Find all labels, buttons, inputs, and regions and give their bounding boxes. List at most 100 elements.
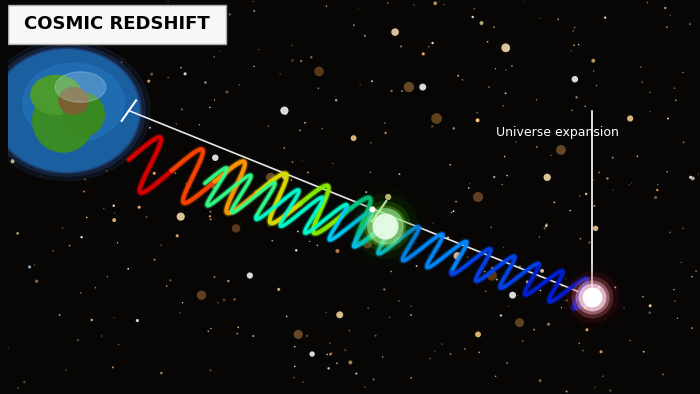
Point bbox=[143, 78, 154, 84]
Point bbox=[96, 333, 107, 339]
Point bbox=[171, 121, 182, 127]
Point bbox=[304, 238, 315, 245]
Point bbox=[210, 154, 221, 161]
Point bbox=[244, 272, 256, 279]
Point bbox=[67, 16, 78, 22]
Point bbox=[545, 152, 557, 158]
Point bbox=[384, 314, 395, 321]
Point bbox=[602, 175, 613, 182]
Ellipse shape bbox=[55, 72, 106, 102]
Point bbox=[204, 208, 216, 215]
Point bbox=[588, 58, 599, 64]
Point bbox=[132, 318, 143, 324]
Point bbox=[32, 141, 43, 147]
Point bbox=[430, 0, 441, 6]
Point bbox=[464, 180, 475, 187]
Point bbox=[489, 174, 500, 180]
Point bbox=[596, 349, 607, 355]
Point bbox=[185, 183, 196, 189]
Point bbox=[514, 320, 525, 326]
Point bbox=[584, 239, 595, 245]
Point bbox=[406, 303, 417, 309]
Point bbox=[379, 223, 391, 230]
Point bbox=[669, 298, 680, 304]
Point bbox=[194, 31, 205, 37]
Point bbox=[107, 364, 118, 370]
Point bbox=[370, 333, 382, 339]
Point bbox=[519, 0, 530, 4]
Point bbox=[590, 225, 601, 232]
Point bbox=[670, 97, 681, 103]
Point bbox=[288, 374, 300, 381]
Point bbox=[205, 216, 216, 223]
Point bbox=[396, 88, 407, 94]
Point bbox=[431, 115, 442, 122]
Point bbox=[535, 287, 546, 294]
Point bbox=[108, 315, 120, 321]
Point bbox=[221, 89, 232, 95]
Point bbox=[134, 204, 145, 210]
Point bbox=[86, 317, 97, 323]
Point bbox=[589, 203, 600, 209]
Point bbox=[265, 174, 276, 180]
Point bbox=[360, 189, 372, 195]
FancyBboxPatch shape bbox=[8, 5, 225, 44]
Point bbox=[678, 139, 689, 145]
Point bbox=[472, 117, 483, 123]
Point bbox=[599, 15, 610, 21]
Point bbox=[344, 327, 355, 334]
Point bbox=[36, 9, 48, 16]
Point bbox=[267, 238, 278, 244]
Point bbox=[462, 254, 473, 260]
Point bbox=[177, 299, 188, 306]
Point bbox=[678, 69, 689, 76]
Point bbox=[69, 9, 80, 16]
Point bbox=[379, 223, 391, 230]
Point bbox=[480, 288, 491, 294]
Point bbox=[500, 45, 511, 51]
Point bbox=[196, 292, 207, 298]
Point bbox=[208, 184, 219, 190]
Point bbox=[566, 107, 578, 113]
Point bbox=[605, 387, 616, 394]
Point bbox=[642, 0, 653, 6]
Point bbox=[580, 191, 592, 197]
Point bbox=[64, 242, 76, 249]
Point bbox=[490, 373, 501, 379]
Point bbox=[292, 229, 303, 235]
Point bbox=[7, 158, 18, 165]
Point bbox=[122, 266, 134, 272]
Point bbox=[662, 169, 673, 175]
Point bbox=[379, 120, 391, 126]
Point bbox=[218, 297, 230, 303]
Point bbox=[418, 51, 429, 57]
Point bbox=[490, 65, 501, 72]
Point bbox=[334, 312, 345, 318]
Point bbox=[555, 147, 566, 153]
Point bbox=[687, 325, 698, 331]
Point bbox=[498, 244, 509, 251]
Point bbox=[204, 213, 216, 219]
Point bbox=[503, 303, 514, 309]
Point bbox=[650, 194, 662, 201]
Point bbox=[637, 79, 648, 85]
Point bbox=[253, 46, 264, 53]
Point bbox=[409, 2, 420, 8]
Ellipse shape bbox=[64, 93, 104, 136]
Point bbox=[78, 188, 90, 195]
Point bbox=[359, 384, 370, 390]
Point bbox=[149, 256, 160, 263]
Point bbox=[517, 338, 528, 344]
Point bbox=[484, 84, 495, 90]
Point bbox=[263, 123, 274, 130]
Point bbox=[248, 0, 259, 5]
Point bbox=[427, 40, 438, 46]
Point bbox=[669, 85, 680, 91]
Point bbox=[72, 337, 83, 343]
Point bbox=[204, 104, 216, 111]
Point bbox=[676, 259, 687, 266]
Point bbox=[446, 209, 457, 216]
Point bbox=[569, 76, 580, 82]
Point bbox=[293, 331, 304, 338]
Point bbox=[565, 208, 576, 214]
